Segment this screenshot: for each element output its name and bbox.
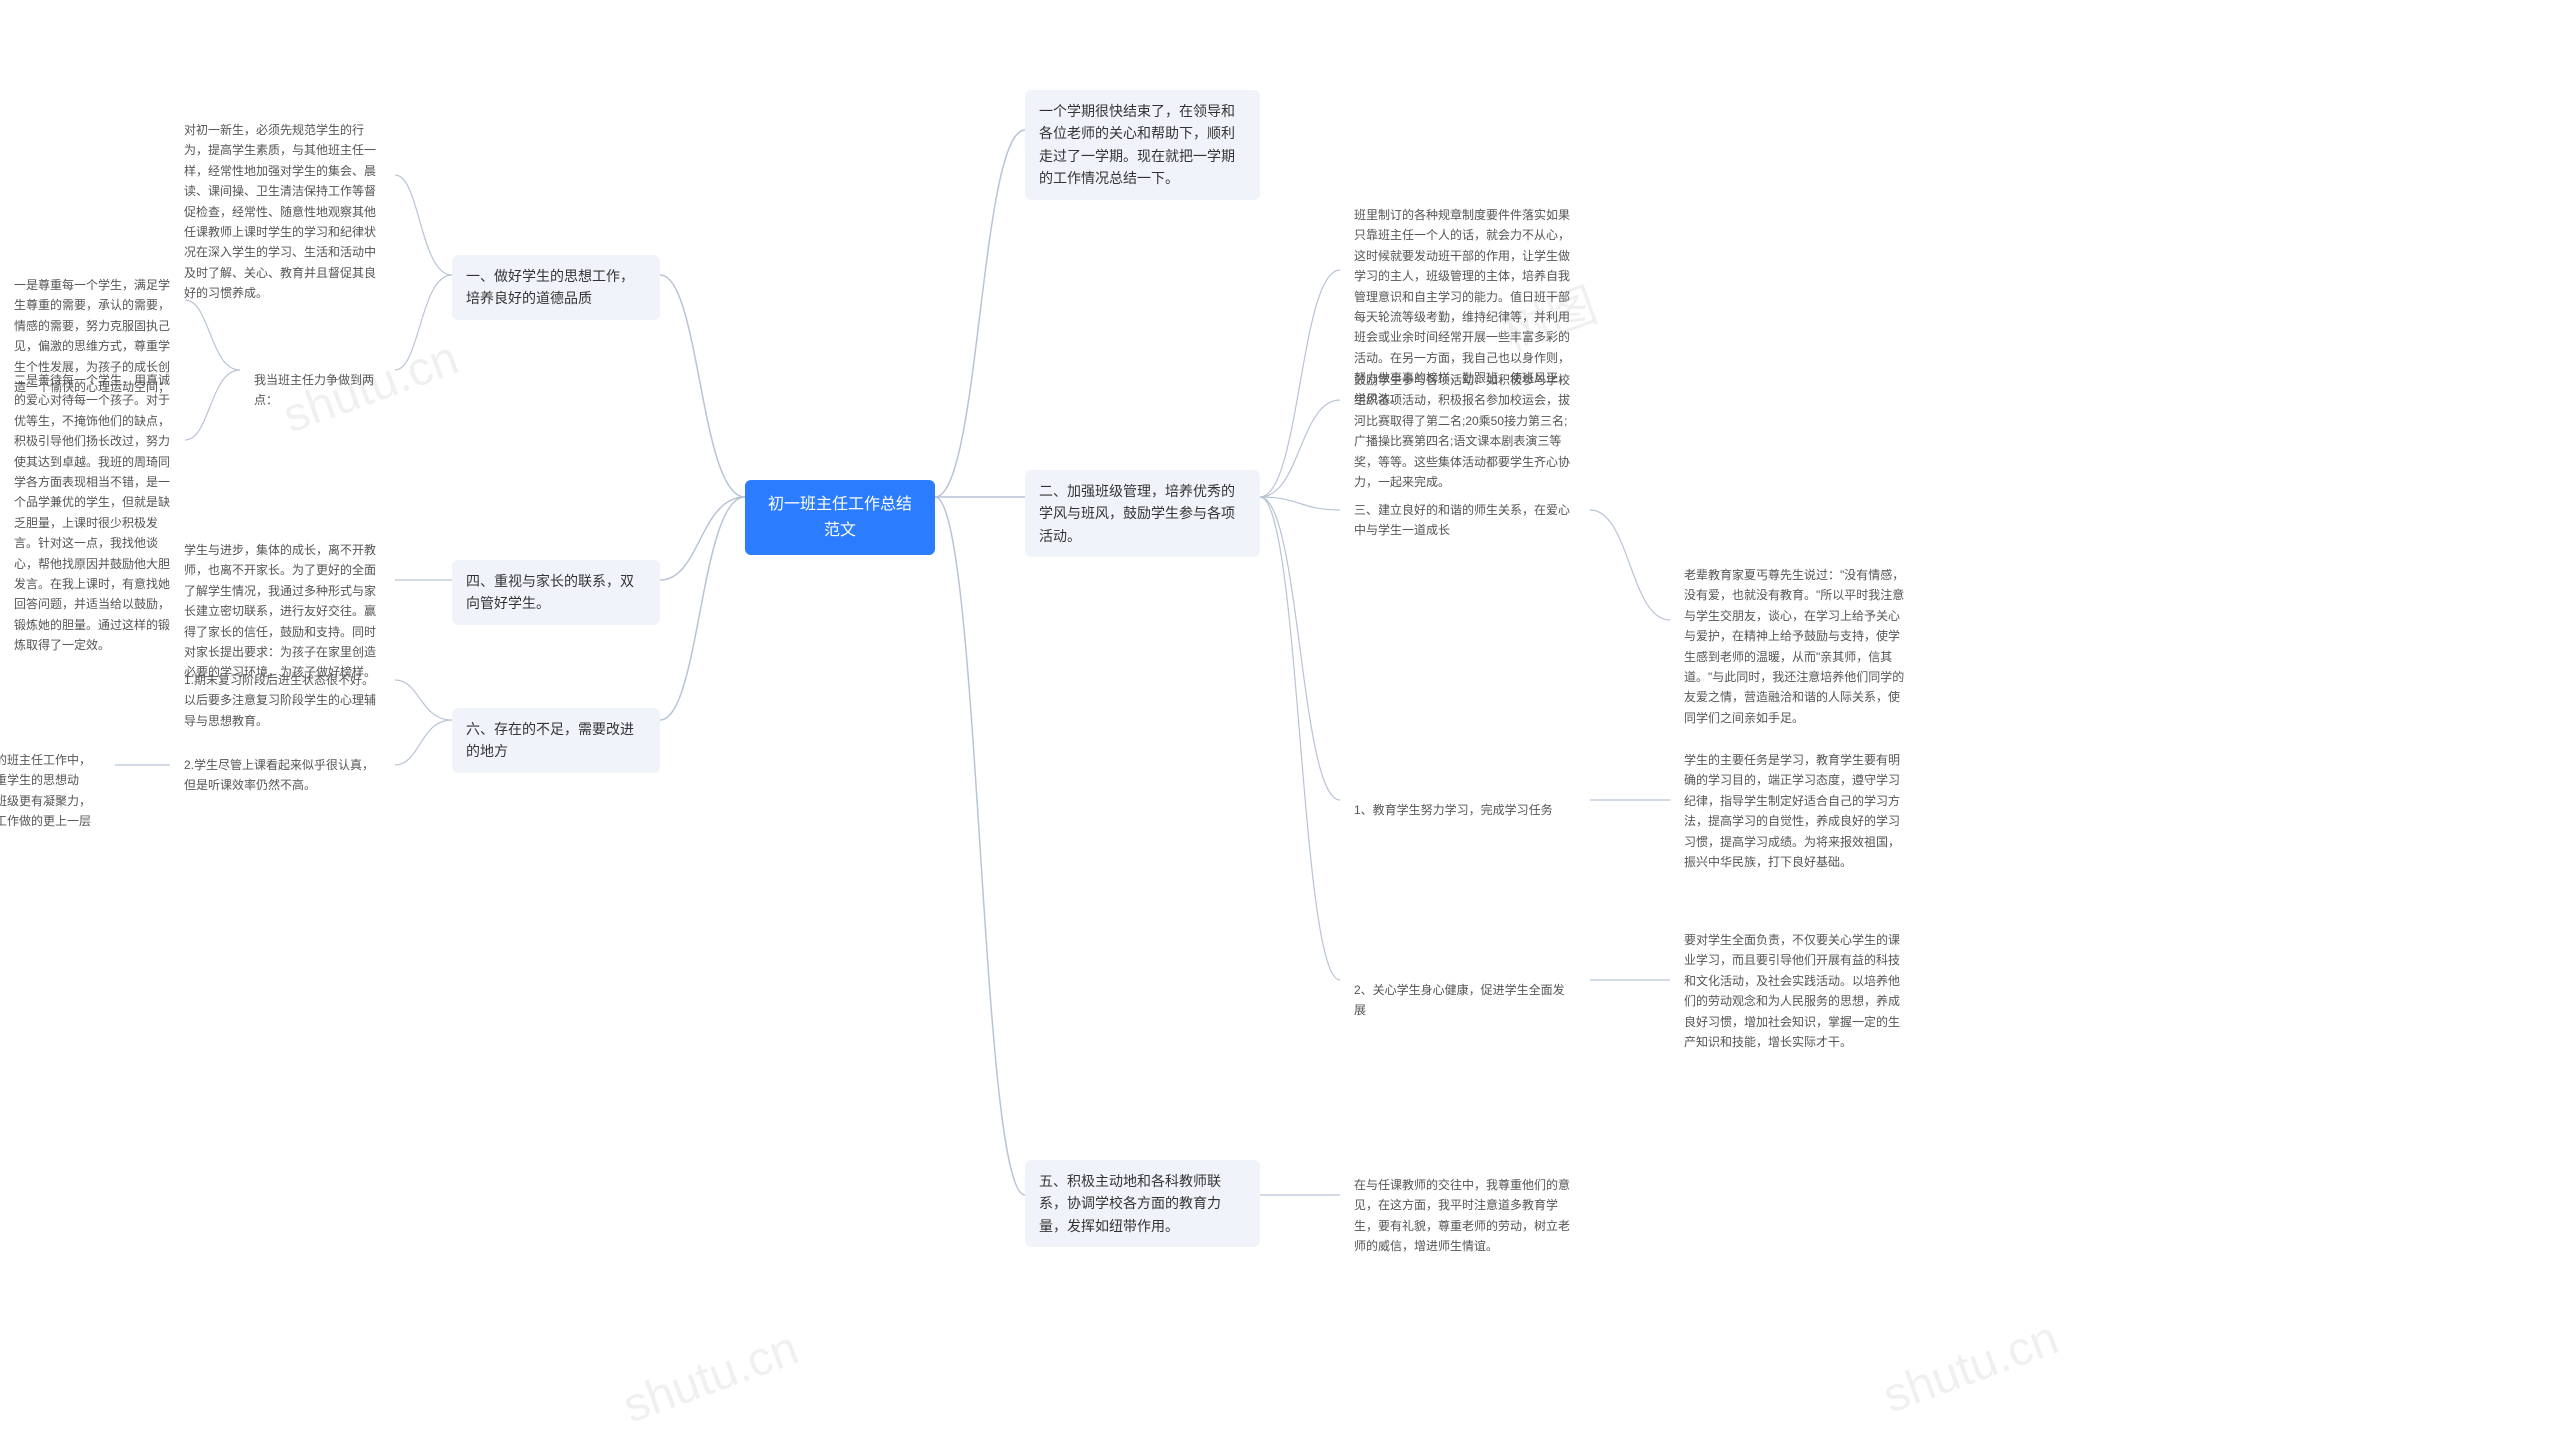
right-2-child-3-sub: 学生的主要任务是学习，教育学生要有明确的学习目的，端正学习态度，遵守学习纪律，指… xyxy=(1670,740,1920,882)
right-section-5[interactable]: 五、积极主动地和各科教师联系，协调学校各方面的教育力量，发挥如纽带作用。 xyxy=(1025,1160,1260,1247)
left-section-6[interactable]: 六、存在的不足，需要改进的地方 xyxy=(452,708,660,773)
right-section-2[interactable]: 二、加强班级管理，培养优秀的学风与班风，鼓励学生参与各项活动。 xyxy=(1025,470,1260,557)
right-2-child-2: 三、建立良好的和谐的师生关系，在爱心中与学生一道成长 xyxy=(1340,490,1590,551)
left-section-1[interactable]: 一、做好学生的思想工作，培养良好的道德品质 xyxy=(452,255,660,320)
right-2-child-3: 1、教育学生努力学习，完成学习任务 xyxy=(1340,790,1590,830)
right-2-child-4: 2、关心学生身心健康，促进学生全面发展 xyxy=(1340,970,1590,1031)
watermark: shutu.cn xyxy=(616,1321,805,1434)
left-1-child-1: 我当班主任力争做到两点： xyxy=(240,360,395,421)
left-6-child-0: 1.期末复习阶段后进生状态很不好。以后要多注意复习阶段学生的心理辅导与思想教育。 xyxy=(170,660,395,741)
right-2-child-4-sub: 要对学生全面负责，不仅要关心学生的课业学习，而且要引导他们开展有益的科技和文化活… xyxy=(1670,920,1920,1062)
right-2-child-2-sub: 老辈教育家夏丐尊先生说过："没有情感，没有爱，也就没有教育。"所以平时我注意与学… xyxy=(1670,555,1920,738)
watermark: shutu.cn xyxy=(1876,1311,2065,1425)
right-5-child-0: 在与任课教师的交往中，我尊重他们的意见，在这方面，我平时注意道多教育学生，要有礼… xyxy=(1340,1165,1590,1267)
right-2-child-1: 鼓励学生参与各项活动：如积极参与学校组织各项活动，积极报名参加校运会，拔河比赛取… xyxy=(1340,360,1590,502)
left-section-4[interactable]: 四、重视与家长的联系，双向管好学生。 xyxy=(452,560,660,625)
left-6-child-1: 2.学生尽管上课看起来似乎很认真，但是听课效率仍然不高。 xyxy=(170,745,395,806)
left-1-child-1-sub-1: 二是善待每一个学生，用真诚的爱心对待每一个孩子。对于优等生，不掩饰他们的缺点，积… xyxy=(0,360,185,665)
left-1-child-0: 对初一新生，必须先规范学生的行为，提高学生素质，与其他班主任一样，经常性地加强对… xyxy=(170,110,395,314)
root-node[interactable]: 初一班主任工作总结范文 xyxy=(745,480,935,555)
left-6-child-1-sub-0: 在今后的班主任工作中，要更注重学生的思想动态，使班级更有凝聚力，把班级工作做的更… xyxy=(0,740,115,862)
right-intro[interactable]: 一个学期很快结束了，在领导和各位老师的关心和帮助下，顺利走过了一学期。现在就把一… xyxy=(1025,90,1260,200)
